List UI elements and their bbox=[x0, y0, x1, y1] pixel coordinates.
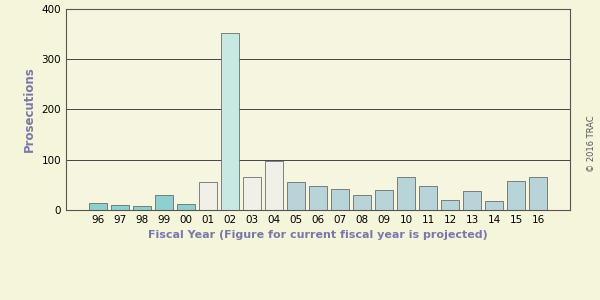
Bar bbox=[265, 161, 283, 210]
Bar bbox=[442, 200, 459, 210]
X-axis label: Fiscal Year (Figure for current fiscal year is projected): Fiscal Year (Figure for current fiscal y… bbox=[148, 230, 488, 240]
Bar bbox=[331, 189, 349, 210]
Bar bbox=[89, 203, 107, 210]
Bar bbox=[397, 177, 415, 210]
Bar bbox=[485, 202, 503, 210]
Bar bbox=[419, 186, 437, 210]
Bar bbox=[508, 182, 525, 210]
Bar bbox=[243, 177, 261, 210]
Bar bbox=[177, 204, 194, 210]
Bar bbox=[111, 205, 128, 210]
Bar bbox=[221, 33, 239, 210]
Text: © 2016 TRAC: © 2016 TRAC bbox=[587, 116, 595, 172]
Bar bbox=[463, 191, 481, 210]
Bar bbox=[353, 195, 371, 210]
Bar bbox=[529, 177, 547, 210]
Bar bbox=[199, 182, 217, 210]
Bar bbox=[155, 195, 173, 210]
Bar bbox=[133, 206, 151, 210]
Y-axis label: Prosecutions: Prosecutions bbox=[23, 67, 36, 152]
Bar bbox=[375, 190, 393, 210]
Bar bbox=[309, 186, 327, 210]
Bar bbox=[287, 182, 305, 210]
